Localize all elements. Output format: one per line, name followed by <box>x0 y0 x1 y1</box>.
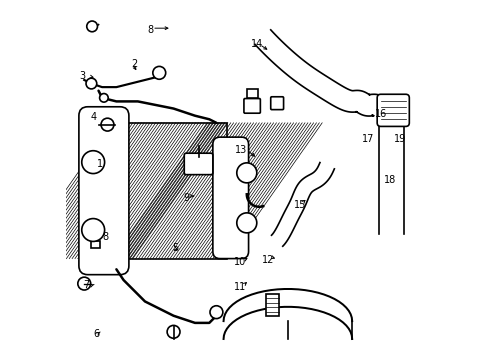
Text: 3: 3 <box>79 71 86 81</box>
Text: 6: 6 <box>94 329 100 339</box>
Circle shape <box>237 163 257 183</box>
Text: 14: 14 <box>251 39 264 49</box>
Bar <box>247 89 258 98</box>
Text: 15: 15 <box>294 200 307 210</box>
FancyBboxPatch shape <box>213 137 248 258</box>
Circle shape <box>87 21 98 32</box>
Circle shape <box>210 306 223 319</box>
Text: 18: 18 <box>384 175 396 185</box>
Bar <box>267 294 279 316</box>
Text: 16: 16 <box>375 109 387 119</box>
FancyBboxPatch shape <box>184 153 213 175</box>
Text: 8: 8 <box>102 232 109 242</box>
Circle shape <box>101 118 114 131</box>
Circle shape <box>86 78 97 89</box>
FancyBboxPatch shape <box>244 99 260 113</box>
Circle shape <box>167 325 180 338</box>
Text: 7: 7 <box>83 280 89 291</box>
Text: 11: 11 <box>234 282 246 292</box>
Circle shape <box>99 94 108 102</box>
Text: 19: 19 <box>394 134 407 144</box>
Text: 10: 10 <box>234 257 246 267</box>
FancyBboxPatch shape <box>79 107 129 275</box>
FancyBboxPatch shape <box>270 97 284 110</box>
Bar <box>113 123 227 258</box>
Text: 1: 1 <box>97 159 103 169</box>
Text: 4: 4 <box>90 112 96 122</box>
Circle shape <box>82 219 104 242</box>
Bar <box>91 242 99 248</box>
Text: 5: 5 <box>172 243 178 253</box>
FancyBboxPatch shape <box>377 94 409 126</box>
Circle shape <box>237 213 257 233</box>
Circle shape <box>78 277 91 290</box>
Text: 2: 2 <box>131 59 137 69</box>
Circle shape <box>153 66 166 79</box>
Text: 12: 12 <box>262 255 274 265</box>
Text: 13: 13 <box>235 145 247 155</box>
Text: 8: 8 <box>147 25 153 35</box>
Text: 9: 9 <box>183 193 189 203</box>
Text: 17: 17 <box>362 134 374 144</box>
Circle shape <box>82 151 104 174</box>
